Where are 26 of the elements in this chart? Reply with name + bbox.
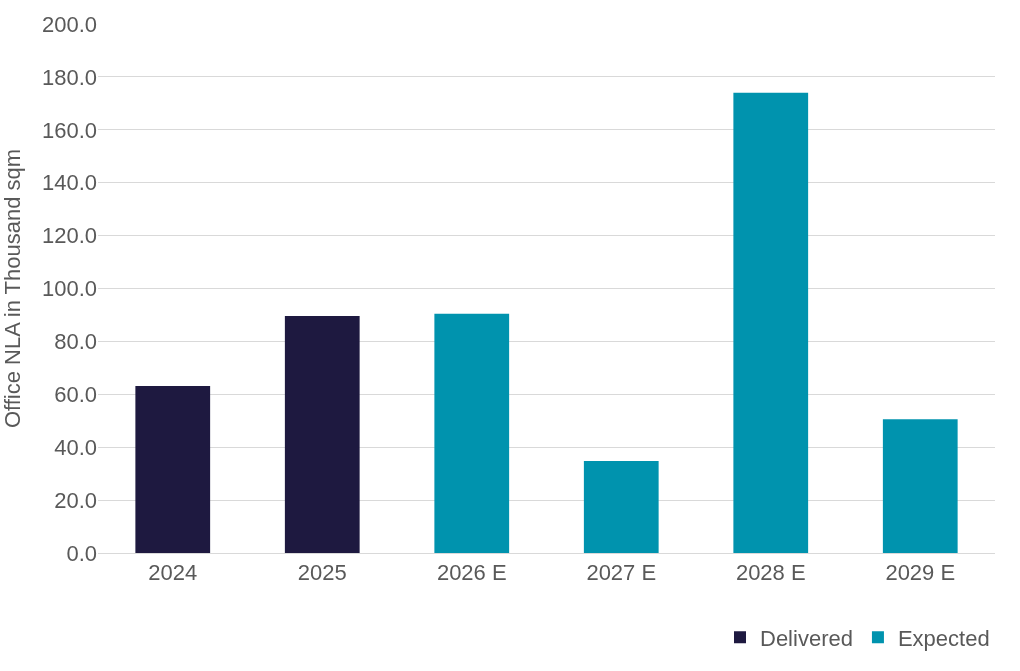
bar	[434, 313, 510, 553]
y-tick-label: 100.0	[41, 276, 97, 302]
x-tick-label: 2024	[148, 560, 198, 586]
bar	[882, 419, 958, 553]
y-tick-label: 80.0	[54, 329, 97, 355]
y-tick-label: 40.0	[54, 434, 97, 460]
x-tick-label: 2025	[297, 560, 347, 586]
bar	[135, 386, 211, 553]
bar	[284, 316, 360, 553]
y-tick-label: 0.0	[66, 540, 97, 566]
x-tick-label: 2029 E	[885, 560, 956, 586]
legend-label: Delivered	[760, 625, 853, 651]
legend-label: Expected	[897, 625, 990, 651]
y-tick-label: 180.0	[41, 64, 97, 90]
x-tick-label: 2028 E	[735, 560, 806, 586]
bar	[733, 92, 809, 553]
y-tick-label: 140.0	[41, 170, 97, 196]
bar	[583, 460, 659, 553]
y-tick-label: 200.0	[41, 11, 97, 37]
x-tick-label: 2026 E	[436, 560, 507, 586]
x-tick-label: 2027 E	[586, 560, 657, 586]
y-tick-label: 160.0	[41, 117, 97, 143]
y-tick-label: 120.0	[41, 223, 97, 249]
y-tick-label: 20.0	[54, 487, 97, 513]
y-axis-title: Office NLA in Thousand sqm	[0, 148, 25, 429]
y-tick-label: 60.0	[54, 382, 97, 407]
